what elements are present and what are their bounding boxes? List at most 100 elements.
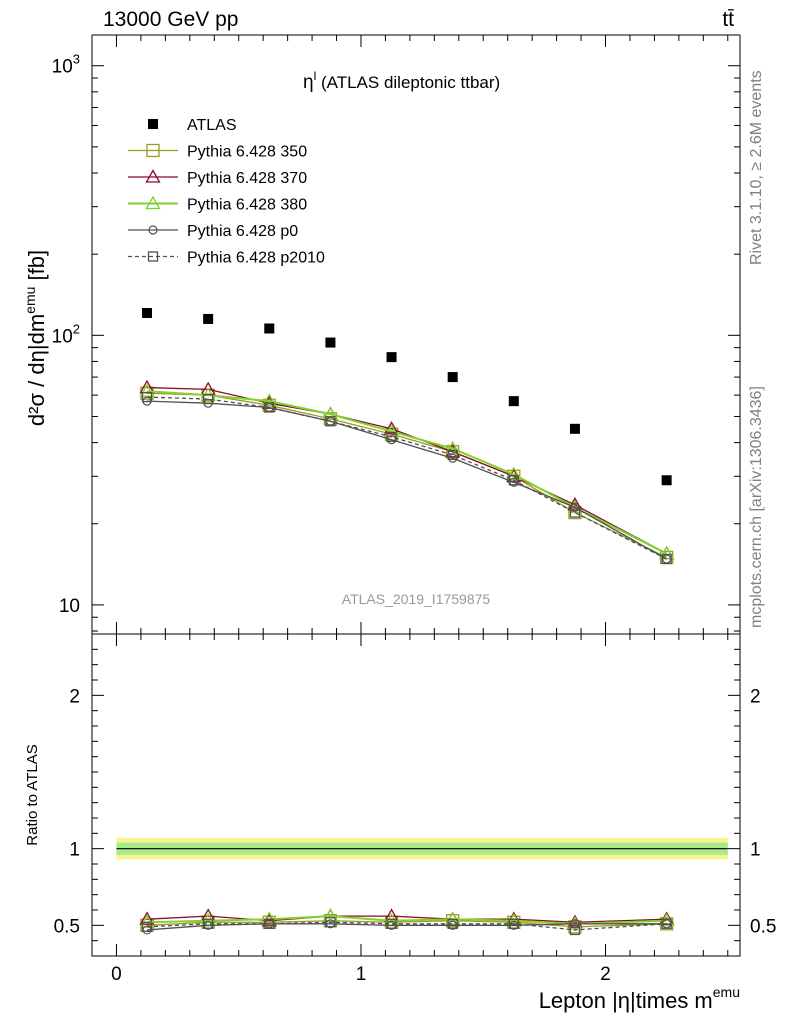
y-tick-exponent: 2 (73, 321, 80, 336)
data-point (570, 502, 580, 512)
ratio-data-point (141, 921, 153, 933)
chart-title-part: η (303, 72, 314, 93)
chart-title-part: (ATLAS dileptonic ttbar) (316, 73, 500, 92)
series-line (146, 400, 667, 560)
data-point (203, 393, 214, 405)
ratio-data-point (570, 919, 580, 929)
ratio-y-tick-label: 2 (69, 686, 80, 707)
y-tick-label: 103 (52, 52, 80, 78)
legend-label: Pythia 6.428 380 (187, 197, 307, 214)
ratio-series-4 (141, 917, 672, 936)
ratio-y-label: Ratio to ATLAS (24, 744, 41, 845)
y-tick-label: 102 (52, 321, 80, 347)
series-line (146, 386, 667, 555)
ratio-data-point (567, 915, 583, 930)
data-point (264, 323, 275, 334)
y-axis-label: d²σ / dη|dmemu [fb] (22, 250, 49, 426)
ratio-data-point (445, 911, 461, 925)
legend-marker (146, 143, 160, 158)
x-tick-label: 0 (111, 964, 122, 985)
ratio-y-tick-label-right: 0.5 (750, 916, 776, 937)
chart-title: ηl (ATLAS dileptonic ttbar) (303, 69, 500, 93)
series-0 (142, 307, 672, 486)
data-point (386, 352, 397, 363)
data-point (661, 475, 672, 486)
data-point (569, 423, 580, 434)
legend: ATLAS Pythia 6.428 350 Pythia 6.428 370 Pyt… (128, 117, 325, 267)
series-5 (141, 391, 672, 565)
x-axis-label-part: emu (713, 984, 740, 1000)
ratio-y-tick-label: 0.5 (54, 916, 80, 937)
data-point (261, 393, 277, 407)
legend-label: Pythia 6.428 p2010 (187, 250, 325, 267)
data-point (569, 507, 581, 518)
data-point (508, 475, 519, 486)
chart-title-part: l (314, 69, 317, 83)
ratio-data-point (661, 918, 672, 929)
series-2 (139, 379, 675, 560)
data-point (661, 553, 672, 565)
rivet-label: Rivet 3.1.10, ≥ 2.6M events (748, 70, 765, 265)
series-line (146, 396, 667, 560)
series-3 (139, 383, 675, 560)
y-tick-base: 10 (52, 57, 73, 78)
legend-label: ATLAS (187, 117, 237, 134)
data-point (386, 431, 397, 443)
data-point (506, 466, 522, 480)
legend-marker (145, 169, 161, 183)
ratio-panel: 0.5 0.5 1 1 2 2 0 1 2 Ratio to ATLAS Lepton |η|tim… (24, 633, 776, 1013)
ratio-series-line (146, 921, 667, 931)
legend-marker (147, 251, 159, 262)
ratio-data-point (508, 918, 519, 929)
data-point (322, 406, 339, 420)
header-right: tt̄ (722, 8, 734, 31)
data-point (447, 449, 458, 461)
ratio-series-line (146, 923, 667, 931)
data-point (567, 497, 583, 511)
legend-label: Pythia 6.428 370 (187, 170, 307, 187)
y-tick-label: 10 (59, 596, 80, 617)
y-axis-label-part: d²σ / dη|dm (24, 314, 49, 426)
data-point (264, 402, 275, 413)
ratio-data-point (203, 918, 214, 929)
y-tick-exponent: 3 (73, 52, 80, 67)
ratio-data-point (386, 918, 397, 929)
legend-label: Pythia 6.428 350 (187, 144, 307, 161)
series-4 (142, 396, 672, 564)
y-tick-base: 10 (59, 596, 80, 617)
y-axis-label-part: [fb] (24, 250, 49, 287)
mcplots-label: mcplots.cern.ch [arXiv:1306.3436] (748, 386, 765, 628)
series-1 (140, 386, 674, 565)
header-left: 13000 GeV pp (103, 8, 238, 31)
ratio-series-line (146, 915, 667, 923)
ratio-data-point (447, 918, 458, 929)
data-point (142, 307, 153, 318)
ratio-data-point (569, 924, 581, 936)
ratio-data-point (264, 918, 275, 929)
ratio-y-tick-label: 1 (69, 840, 80, 861)
ratio-data-point (139, 911, 155, 925)
ratio-data-point (139, 914, 155, 928)
data-point (508, 396, 519, 407)
ratio-data-point (322, 908, 339, 922)
data-point (325, 416, 336, 427)
data-point (141, 391, 153, 403)
data-point (325, 337, 336, 348)
ratio-data-point (325, 917, 336, 928)
legend-label: Pythia 6.428 p0 (187, 223, 298, 240)
ratio-data-point (659, 912, 675, 927)
legend-marker (148, 119, 158, 129)
data-point (383, 420, 400, 435)
data-point (445, 440, 461, 455)
watermark: ATLAS_2019_I1759875 (342, 591, 491, 607)
y-axis-label-part: emu (22, 287, 38, 314)
ratio-y-tick-label-right: 2 (750, 686, 761, 707)
ratio-y-tick-label-right: 1 (750, 840, 761, 861)
x-axis-label: Lepton |η|times memu (539, 984, 740, 1013)
ratio-frame (91, 633, 741, 957)
data-point (139, 383, 155, 397)
x-tick-label: 1 (356, 964, 367, 985)
series-line (146, 392, 667, 559)
y-tick-base: 10 (52, 326, 73, 347)
